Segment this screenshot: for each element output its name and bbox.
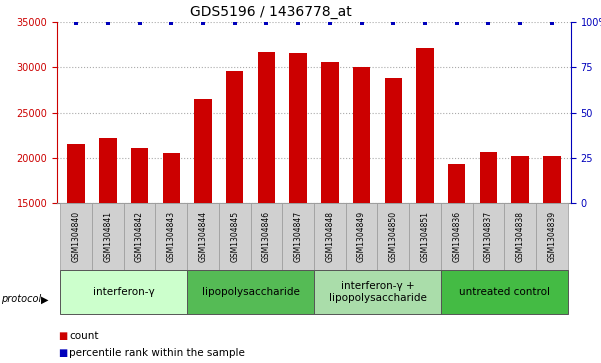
Bar (472, 203, 504, 270)
Bar (441, 203, 472, 270)
Text: GSM1304843: GSM1304843 (167, 211, 175, 262)
Text: count: count (69, 331, 99, 341)
Text: GSM1304845: GSM1304845 (230, 211, 239, 262)
Text: GSM1304851: GSM1304851 (421, 211, 430, 262)
Point (547, 20, 557, 26)
Point (293, 20, 303, 26)
Bar (226, 71, 243, 203)
Point (452, 20, 462, 26)
Text: GSM1304844: GSM1304844 (198, 211, 207, 262)
Text: percentile rank within the sample: percentile rank within the sample (69, 348, 245, 358)
Bar (124, 203, 156, 270)
Bar (187, 270, 314, 314)
Point (420, 20, 430, 26)
Text: GSM1304840: GSM1304840 (72, 211, 81, 262)
Bar (353, 67, 370, 203)
Bar (511, 156, 529, 203)
Point (230, 20, 240, 26)
Bar (258, 52, 275, 203)
Point (198, 20, 208, 26)
Bar (156, 203, 187, 270)
Bar (377, 203, 409, 270)
Text: protocol: protocol (1, 294, 41, 305)
Bar (194, 99, 212, 203)
Bar (187, 203, 219, 270)
Bar (321, 62, 338, 203)
Text: GSM1304836: GSM1304836 (453, 211, 461, 262)
Text: ▶: ▶ (41, 294, 48, 305)
Text: GSM1304838: GSM1304838 (516, 211, 525, 262)
Point (135, 20, 144, 26)
Bar (543, 156, 561, 203)
Bar (314, 270, 441, 314)
Point (261, 20, 271, 26)
Bar (480, 152, 497, 203)
Point (388, 20, 398, 26)
Point (103, 20, 112, 26)
Text: untreated control: untreated control (459, 287, 550, 297)
Text: interferon-γ +
lipopolysaccharide: interferon-γ + lipopolysaccharide (329, 281, 426, 303)
Text: GSM1304841: GSM1304841 (103, 211, 112, 262)
Point (325, 20, 335, 26)
Text: ■: ■ (58, 348, 67, 358)
Bar (416, 48, 434, 203)
Bar (282, 203, 314, 270)
Text: ■: ■ (58, 331, 67, 341)
Point (72, 20, 81, 26)
Bar (441, 270, 568, 314)
Bar (448, 164, 466, 203)
Bar (67, 144, 85, 203)
Bar (504, 203, 536, 270)
Bar (92, 203, 124, 270)
Bar (60, 270, 187, 314)
Text: GSM1304846: GSM1304846 (262, 211, 271, 262)
Bar (536, 203, 568, 270)
Bar (131, 148, 148, 203)
Bar (162, 153, 180, 203)
Text: lipopolysaccharide: lipopolysaccharide (202, 287, 299, 297)
Bar (346, 203, 377, 270)
Text: GSM1304849: GSM1304849 (357, 211, 366, 262)
Bar (251, 203, 282, 270)
Text: GSM1304847: GSM1304847 (294, 211, 303, 262)
Text: GSM1304842: GSM1304842 (135, 211, 144, 262)
Bar (99, 138, 117, 203)
Text: GDS5196 / 1436778_at: GDS5196 / 1436778_at (189, 5, 352, 20)
Text: GSM1304850: GSM1304850 (389, 211, 398, 262)
Bar (219, 203, 251, 270)
Bar (290, 53, 307, 203)
Text: GSM1304839: GSM1304839 (548, 211, 557, 262)
Text: GSM1304848: GSM1304848 (325, 211, 334, 262)
Text: GSM1304837: GSM1304837 (484, 211, 493, 262)
Point (516, 20, 525, 26)
Point (484, 20, 493, 26)
Bar (385, 78, 402, 203)
Point (357, 20, 367, 26)
Bar (314, 203, 346, 270)
Point (166, 20, 176, 26)
Text: interferon-γ: interferon-γ (93, 287, 154, 297)
Bar (409, 203, 441, 270)
Bar (60, 203, 92, 270)
